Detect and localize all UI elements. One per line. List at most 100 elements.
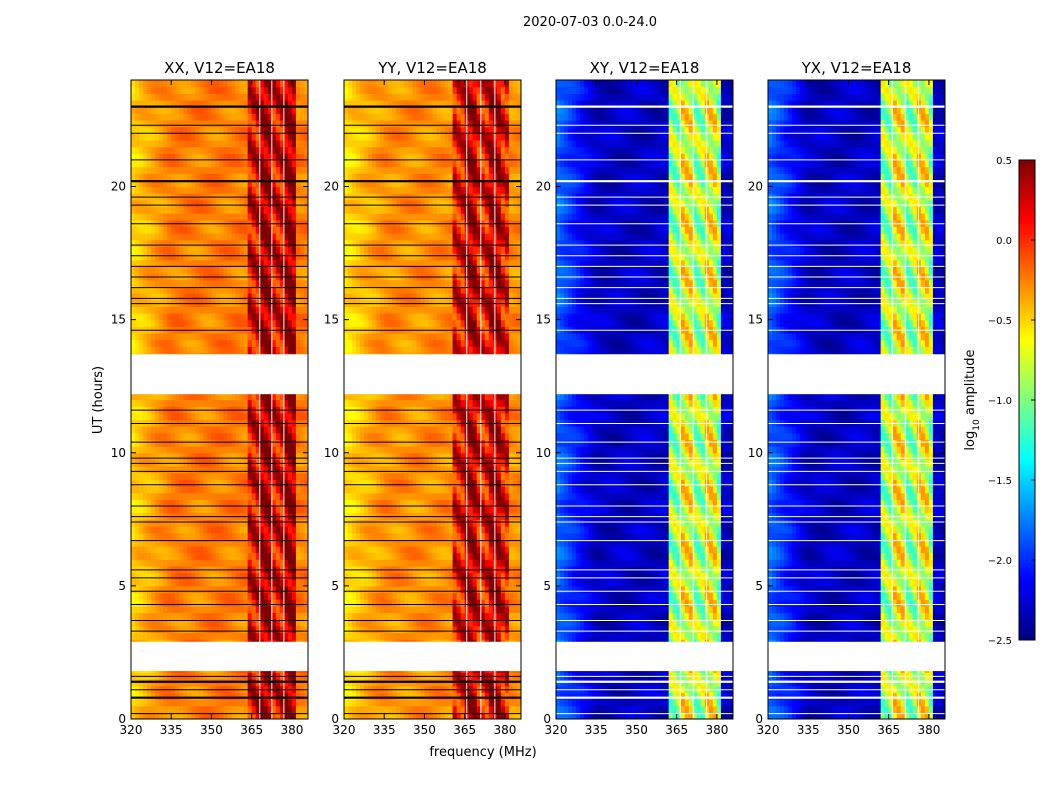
heatmap-cell <box>416 632 422 640</box>
heatmap-cell <box>291 133 297 141</box>
heatmap-cell <box>283 392 289 401</box>
heatmap-cell <box>211 146 217 154</box>
heatmap-cell <box>191 266 196 274</box>
heatmap-cell <box>211 605 217 614</box>
heatmap-cell <box>247 259 253 267</box>
heatmap-cell <box>235 233 241 241</box>
heatmap-cell <box>295 226 301 234</box>
heatmap-cell <box>135 159 140 168</box>
heatmap-cell <box>191 492 196 500</box>
heatmap-cell <box>452 612 458 620</box>
heatmap-cell <box>235 153 241 161</box>
heatmap-cell <box>247 712 253 719</box>
heatmap-cell <box>516 632 521 640</box>
heatmap-cell <box>199 625 205 634</box>
heatmap-cell <box>263 605 269 614</box>
heatmap-cell <box>195 153 200 161</box>
heatmap-cell <box>223 612 229 620</box>
heatmap-cell <box>131 559 136 567</box>
heatmap-cell <box>275 133 281 141</box>
heatmap-cell <box>203 153 209 161</box>
heatmap-cell <box>275 559 281 567</box>
heatmap-cell <box>452 699 458 707</box>
heatmap-cell <box>199 106 205 114</box>
heatmap-cell <box>344 699 349 707</box>
heatmap-cell <box>243 106 249 114</box>
heatmap-cell <box>239 605 245 614</box>
heatmap-cell <box>191 446 196 454</box>
heatmap-cell <box>203 213 209 221</box>
heatmap-cell <box>263 119 269 128</box>
heatmap-cell <box>187 705 192 713</box>
heatmap-cell <box>139 126 144 134</box>
heatmap-cell <box>139 233 144 241</box>
heatmap-cell <box>291 452 297 461</box>
heatmap-cell <box>203 592 209 600</box>
heatmap-cell <box>171 226 176 234</box>
heatmap-cell <box>155 279 160 287</box>
heatmap-cell <box>143 126 148 134</box>
heatmap-cell <box>139 559 144 567</box>
heatmap-cell <box>179 632 184 640</box>
heatmap-cell <box>404 699 409 707</box>
heatmap-cell <box>139 499 144 507</box>
heatmap-cell <box>167 705 172 713</box>
heatmap-cell <box>159 173 164 181</box>
heatmap-cell <box>271 153 277 161</box>
heatmap-cell <box>271 392 277 401</box>
heatmap-cell <box>287 705 293 713</box>
heatmap-cell <box>255 80 261 88</box>
heatmap-cell <box>468 699 474 707</box>
heatmap-cell <box>287 572 293 580</box>
heatmap-cell <box>163 399 168 407</box>
heatmap-cell <box>187 239 192 248</box>
heatmap-cell <box>247 306 253 314</box>
heatmap-cell <box>151 625 156 634</box>
heatmap-cell <box>159 446 164 454</box>
heatmap-cell <box>299 293 305 301</box>
heatmap-cell <box>243 699 249 707</box>
heatmap-cell <box>215 632 221 640</box>
heatmap-cell <box>275 572 281 580</box>
heatmap-cell <box>259 306 265 314</box>
heatmap-cell <box>279 705 285 713</box>
heatmap-cell <box>219 392 225 401</box>
heatmap-cell <box>239 399 245 407</box>
heatmap-cell <box>143 579 148 587</box>
heatmap-cell <box>259 519 265 527</box>
heatmap-cell <box>159 426 164 434</box>
heatmap-cell <box>175 99 180 108</box>
heatmap-cell <box>223 585 229 594</box>
heatmap-cell <box>167 486 172 494</box>
heatmap-cell <box>384 612 389 620</box>
heatmap-cell <box>199 472 205 480</box>
heatmap-cell <box>215 199 221 208</box>
heatmap-cell <box>151 392 156 401</box>
heatmap-cell <box>131 179 136 188</box>
heatmap-cell <box>291 625 297 634</box>
heatmap-cell <box>287 539 293 547</box>
heatmap-cell <box>187 293 192 301</box>
heatmap-cell <box>147 625 152 634</box>
heatmap-cell <box>155 572 160 580</box>
heatmap-cell <box>171 146 176 154</box>
heatmap-cell <box>259 233 265 241</box>
heatmap-cell <box>251 559 257 567</box>
heatmap-cell <box>263 592 269 600</box>
heatmap-cell <box>163 86 168 94</box>
heatmap-cell <box>267 572 273 580</box>
heatmap-cell <box>167 253 172 261</box>
heatmap-cell <box>303 199 308 208</box>
heatmap-cell <box>207 173 213 181</box>
heatmap-cell <box>303 113 308 121</box>
heatmap-cell <box>187 332 192 341</box>
heatmap-cell <box>151 239 156 248</box>
heatmap-cell <box>131 599 136 607</box>
heatmap-cell <box>299 705 305 713</box>
heatmap-cell <box>299 233 305 241</box>
heatmap-cell <box>235 319 241 327</box>
heatmap-cell <box>223 106 229 114</box>
heatmap-cell <box>155 93 160 101</box>
heatmap-cell <box>203 552 209 560</box>
heatmap-cell <box>275 492 281 500</box>
